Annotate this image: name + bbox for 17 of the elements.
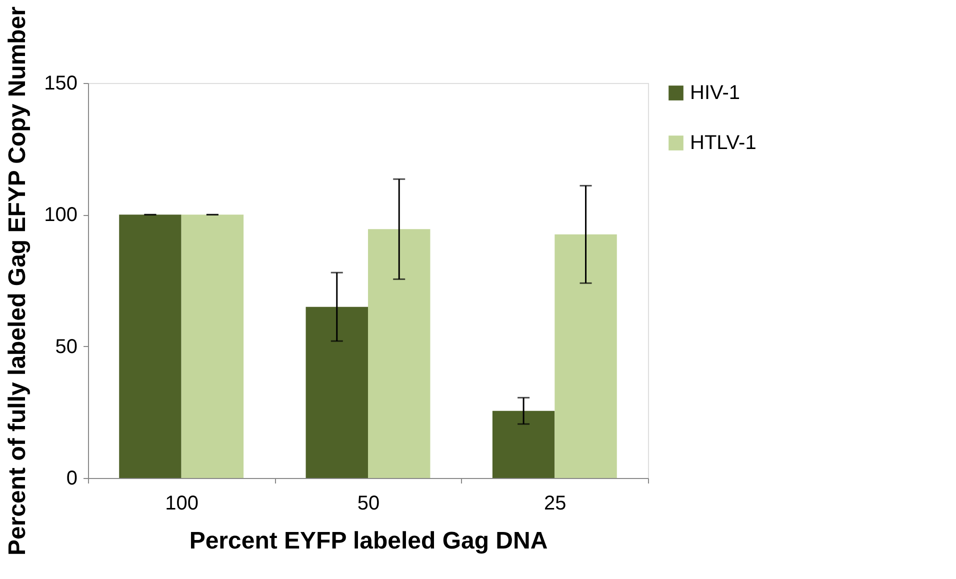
legend-label: HIV-1 [690,82,740,104]
y-tick-label: 150 [44,72,78,94]
y-axis-title: Percent of fully labeled Gag EFYP Copy Number [4,6,32,556]
bar [554,234,617,478]
x-tick-label: 25 [544,492,566,514]
bar [119,214,182,478]
x-tick-label: 100 [165,492,199,514]
x-tick-label: 50 [357,492,380,514]
y-tick-label: 100 [44,204,78,226]
bar [492,410,555,478]
legend-label: HTLV-1 [690,132,756,154]
bar [181,214,244,478]
y-tick-label: 0 [66,468,78,490]
bar [368,229,430,478]
x-axis-title: Percent EYFP labeled Gag DNA [189,528,548,554]
bar [306,306,368,478]
y-tick-label: 50 [55,336,78,358]
